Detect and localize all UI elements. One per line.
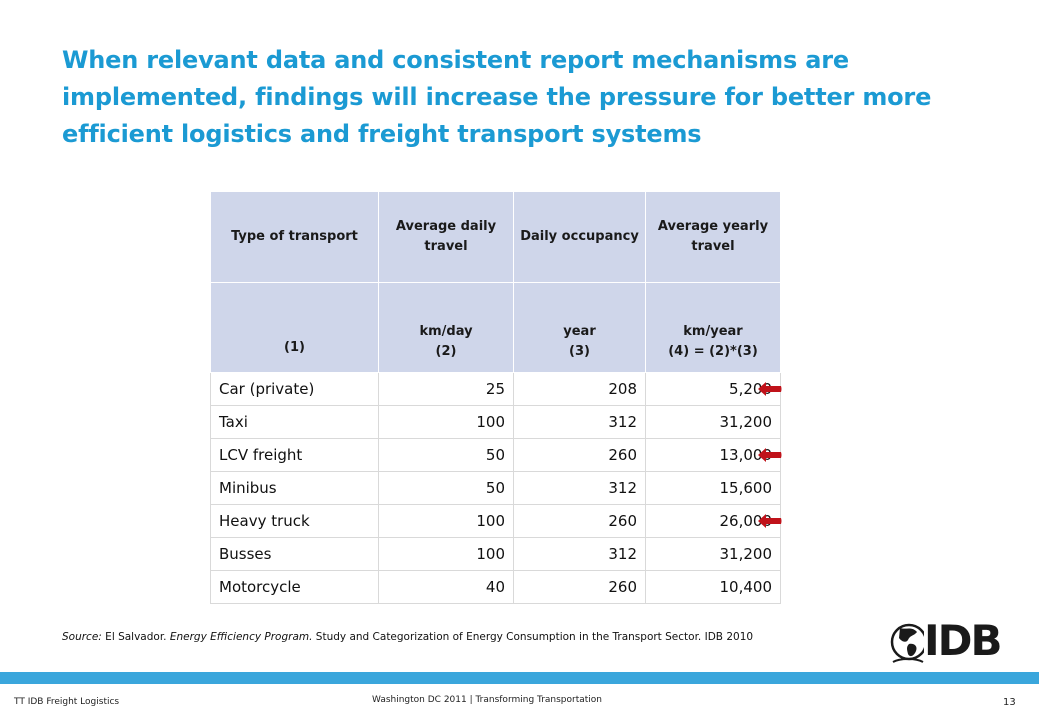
header-average-daily-travel: Average daily travel (378, 191, 514, 283)
unit-label: km/day (419, 324, 473, 339)
unit-index: (1) (284, 340, 305, 355)
cell-daily: 100 (378, 405, 514, 439)
cell-type: Motorcycle (210, 570, 379, 604)
title-line: implemented, findings will increase the … (62, 83, 932, 111)
cell-yearly: 31,200 (645, 537, 781, 571)
cell-yearly: 10,400 (645, 570, 781, 604)
units-cell-2: km/day (2) (378, 282, 514, 373)
cell-occupancy: 312 (513, 471, 646, 505)
table-row: Minibus 50 312 15,600 (210, 471, 781, 505)
header-daily-occupancy: Daily occupancy (513, 191, 646, 283)
red-arrow-icon (758, 514, 782, 528)
transport-table: Type of transport Average daily travel D… (210, 191, 781, 604)
cell-type: Busses (210, 537, 379, 571)
source-text-2: Study and Categorization of Energy Consu… (312, 631, 754, 643)
cell-yearly: 31,200 (645, 405, 781, 439)
cell-occupancy: 312 (513, 537, 646, 571)
cell-type: Minibus (210, 471, 379, 505)
header-row: Type of transport Average daily travel D… (210, 191, 781, 283)
cell-type: Heavy truck (210, 504, 379, 538)
header-average-yearly-travel: Average yearly travel (645, 191, 781, 283)
cell-occupancy: 208 (513, 372, 646, 406)
globe-icon (890, 623, 924, 663)
units-cell-3: year (3) (513, 282, 646, 373)
footer-left: TT IDB Freight Logistics (14, 697, 120, 707)
cell-type: Car (private) (210, 372, 379, 406)
slide-title: When relevant data and consistent report… (62, 42, 992, 153)
cell-occupancy: 260 (513, 570, 646, 604)
cell-type: Taxi (210, 405, 379, 439)
cell-yearly: 15,600 (645, 471, 781, 505)
table-row: Heavy truck 100 260 26,000 (210, 504, 781, 538)
units-cell-4: km/year (4) = (2)*(3) (645, 282, 781, 373)
source-text-1: El Salvador. (101, 631, 170, 643)
units-cell-1: (1) (210, 282, 379, 373)
units-row: (1) km/day (2) year (3) km/year (4) = (2… (210, 282, 781, 373)
cell-occupancy: 312 (513, 405, 646, 439)
cell-daily: 50 (378, 471, 514, 505)
unit-label: year (563, 324, 596, 339)
cell-type: LCV freight (210, 438, 379, 472)
table-row: Busses 100 312 31,200 (210, 537, 781, 571)
red-arrow-icon (758, 448, 782, 462)
table-row: Taxi 100 312 31,200 (210, 405, 781, 439)
cell-daily: 50 (378, 438, 514, 472)
logo-text: IDB (924, 616, 1003, 665)
cell-daily: 100 (378, 504, 514, 538)
source-label: Source: (62, 631, 102, 643)
cell-occupancy: 260 (513, 438, 646, 472)
cell-occupancy: 260 (513, 504, 646, 538)
table-row: Motorcycle 40 260 10,400 (210, 570, 781, 604)
title-line: When relevant data and consistent report… (62, 46, 849, 74)
unit-index: (3) (569, 344, 590, 359)
header-type-of-transport: Type of transport (210, 191, 379, 283)
source-note: Source: El Salvador. Energy Efficiency P… (62, 631, 862, 643)
red-arrow-icon (758, 382, 782, 396)
page-number: 13 (1003, 697, 1016, 708)
table-row: Car (private) 25 208 5,200 (210, 372, 781, 406)
footer-center: Washington DC 2011 | Transforming Transp… (372, 695, 603, 705)
footer-bar (0, 672, 1039, 684)
cell-daily: 100 (378, 537, 514, 571)
title-line: efficient logistics and freight transpor… (62, 120, 702, 148)
table-row: LCV freight 50 260 13,000 (210, 438, 781, 472)
cell-daily: 25 (378, 372, 514, 406)
cell-daily: 40 (378, 570, 514, 604)
unit-label: km/year (683, 324, 743, 339)
unit-index: (2) (435, 344, 457, 359)
unit-index: (4) = (2)*(3) (668, 344, 758, 359)
source-italic: Energy Efficiency Program. (169, 631, 313, 643)
idb-logo: IDB (890, 618, 1010, 666)
